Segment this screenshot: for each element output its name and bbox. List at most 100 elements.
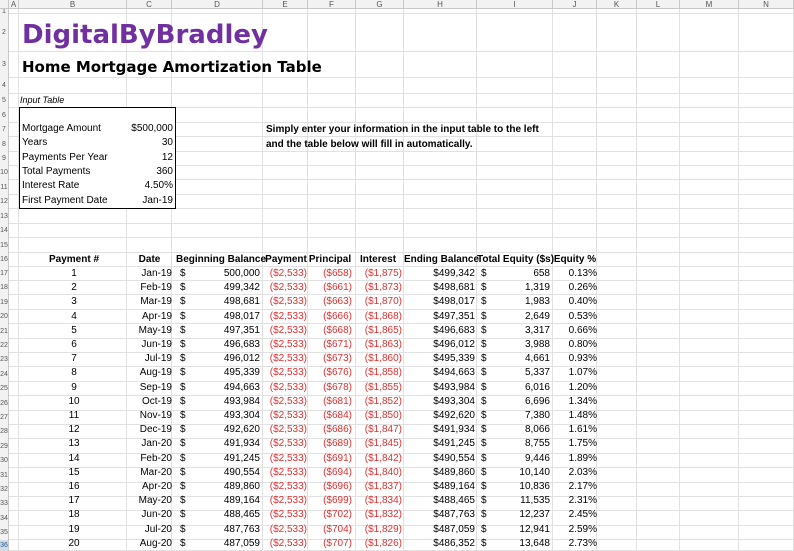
- column-header-k[interactable]: K: [597, 0, 637, 9]
- cell-begin[interactable]: 493,304: [223, 410, 260, 421]
- cell-date[interactable]: Apr-19: [141, 310, 172, 322]
- row-header-20[interactable]: 20: [0, 310, 9, 324]
- row-header-16[interactable]: 16: [0, 253, 9, 267]
- cell-pct[interactable]: 0.66%: [568, 324, 597, 336]
- cell-equity[interactable]: 1,983: [524, 296, 550, 308]
- cell-n[interactable]: 17: [68, 495, 80, 507]
- cell-begin[interactable]: 500,000: [223, 268, 260, 279]
- cell-payment[interactable]: ($2,533): [269, 268, 307, 279]
- cell-equity[interactable]: 8,755: [524, 438, 550, 450]
- column-header-g[interactable]: G: [356, 0, 404, 9]
- cell-payment[interactable]: ($2,533): [269, 452, 307, 464]
- cell-principal[interactable]: ($661): [323, 282, 352, 294]
- cell-n[interactable]: 7: [71, 353, 77, 365]
- cell-end[interactable]: $493,304: [433, 395, 475, 407]
- cell-pct[interactable]: 1.20%: [568, 381, 597, 393]
- row-header-35[interactable]: 35: [0, 526, 9, 540]
- cell-begin[interactable]: 487,059: [223, 537, 260, 549]
- cell-payment[interactable]: ($2,533): [269, 410, 307, 421]
- cell-end[interactable]: $487,763: [433, 509, 475, 521]
- cell-pct[interactable]: 2.03%: [568, 466, 597, 478]
- row-header-24[interactable]: 24: [0, 367, 9, 382]
- cell-end[interactable]: $497,351: [433, 310, 475, 322]
- cell-equity[interactable]: 1,319: [524, 282, 550, 294]
- cell-principal[interactable]: ($663): [323, 296, 352, 308]
- row-header-13[interactable]: 13: [0, 209, 9, 224]
- cell-payment[interactable]: ($2,533): [269, 424, 307, 436]
- cell-payment[interactable]: ($2,533): [269, 282, 307, 294]
- row-header-7[interactable]: 7: [0, 123, 9, 137]
- cell-pct[interactable]: 2.59%: [568, 523, 597, 535]
- cell-end[interactable]: $491,245: [433, 438, 475, 450]
- cell-equity[interactable]: 658: [533, 268, 550, 279]
- cell-begin[interactable]: 493,984: [223, 395, 260, 407]
- cell-principal[interactable]: ($694): [323, 466, 352, 478]
- cell-principal[interactable]: ($676): [323, 367, 352, 379]
- cell-payment[interactable]: ($2,533): [269, 310, 307, 322]
- cell-date[interactable]: May-20: [138, 495, 172, 507]
- cell-n[interactable]: 13: [68, 438, 80, 450]
- cell-interest[interactable]: ($1,875): [364, 268, 402, 279]
- row-header-9[interactable]: 9: [0, 152, 9, 166]
- cell-principal[interactable]: ($704): [323, 523, 352, 535]
- column-header-i[interactable]: I: [477, 0, 553, 9]
- row-header-23[interactable]: 23: [0, 353, 9, 367]
- cell-n[interactable]: 5: [71, 324, 77, 336]
- cell-payment[interactable]: ($2,533): [269, 324, 307, 336]
- cell-begin[interactable]: 491,245: [223, 452, 260, 464]
- cell-payment[interactable]: ($2,533): [269, 495, 307, 507]
- cell-payment[interactable]: ($2,533): [269, 339, 307, 350]
- column-header-e[interactable]: E: [263, 0, 308, 9]
- cell-n[interactable]: 2: [71, 282, 77, 294]
- input-value[interactable]: 4.50%: [144, 180, 173, 192]
- row-header-14[interactable]: 14: [0, 224, 9, 238]
- cell-interest[interactable]: ($1,865): [364, 324, 402, 336]
- cell-n[interactable]: 4: [71, 310, 77, 322]
- cell-end[interactable]: $488,465: [433, 495, 475, 507]
- cell-equity[interactable]: 13,648: [519, 537, 550, 549]
- cell-payment[interactable]: ($2,533): [269, 438, 307, 450]
- cell-end[interactable]: $496,683: [433, 324, 475, 336]
- cell-begin[interactable]: 498,681: [223, 296, 260, 308]
- cell-principal[interactable]: ($668): [323, 324, 352, 336]
- cell-end[interactable]: $499,342: [433, 268, 475, 279]
- cell-begin[interactable]: 491,934: [223, 438, 260, 450]
- column-header-l[interactable]: L: [637, 0, 680, 9]
- column-header-a[interactable]: A: [9, 0, 19, 9]
- cell-n[interactable]: 10: [68, 395, 80, 407]
- cell-interest[interactable]: ($1,829): [364, 523, 402, 535]
- row-header-31[interactable]: 31: [0, 468, 9, 483]
- cell-begin[interactable]: 494,663: [223, 381, 260, 393]
- cell-n[interactable]: 6: [71, 339, 77, 350]
- cell-equity[interactable]: 11,535: [520, 495, 550, 507]
- cell-n[interactable]: 15: [68, 466, 80, 478]
- cell-date[interactable]: Dec-19: [139, 424, 172, 436]
- row-header-6[interactable]: 6: [0, 108, 9, 123]
- cell-n[interactable]: 12: [68, 424, 80, 436]
- cell-end[interactable]: $492,620: [433, 410, 475, 421]
- cell-pct[interactable]: 1.89%: [568, 452, 597, 464]
- cell-begin[interactable]: 489,860: [223, 481, 260, 492]
- row-header-28[interactable]: 28: [0, 425, 9, 439]
- cell-date[interactable]: Mar-19: [140, 296, 172, 308]
- cell-end[interactable]: $490,554: [433, 452, 475, 464]
- cell-interest[interactable]: ($1,858): [364, 367, 402, 379]
- cell-date[interactable]: Apr-20: [141, 481, 172, 492]
- cell-pct[interactable]: 1.48%: [568, 410, 597, 421]
- cell-pct[interactable]: 0.93%: [568, 353, 597, 365]
- cell-equity[interactable]: 7,380: [524, 410, 550, 421]
- cell-date[interactable]: Oct-19: [141, 395, 172, 407]
- column-header-c[interactable]: C: [127, 0, 172, 9]
- cell-payment[interactable]: ($2,533): [269, 466, 307, 478]
- cell-equity[interactable]: 8,066: [524, 424, 550, 436]
- cell-date[interactable]: Aug-19: [139, 367, 172, 379]
- row-header-3[interactable]: 3: [0, 52, 9, 78]
- cell-equity[interactable]: 3,317: [524, 324, 550, 336]
- cell-end[interactable]: $495,339: [433, 353, 475, 365]
- cell-equity[interactable]: 10,836: [519, 481, 550, 492]
- cell-interest[interactable]: ($1,863): [364, 339, 402, 350]
- input-value[interactable]: 30: [161, 137, 173, 149]
- cell-equity[interactable]: 12,941: [519, 523, 550, 535]
- input-value[interactable]: 360: [156, 165, 173, 177]
